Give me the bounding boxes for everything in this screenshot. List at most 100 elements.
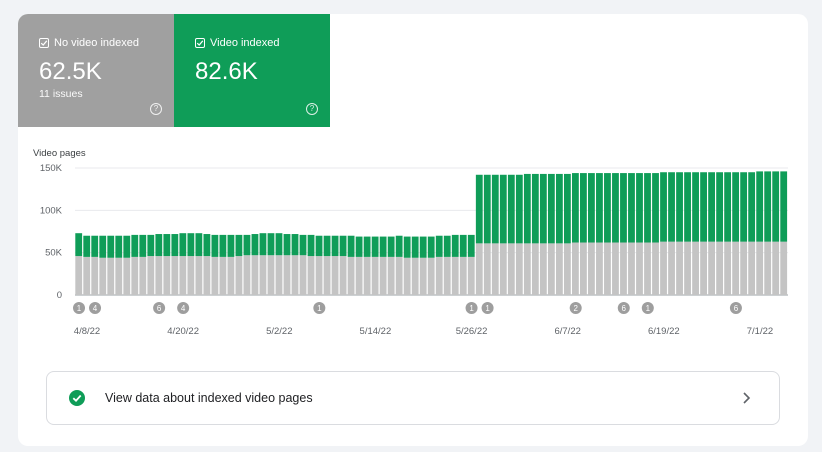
bar-video-indexed bbox=[411, 236, 419, 258]
bar-video-indexed bbox=[764, 171, 772, 242]
bar-no-video-indexed bbox=[660, 241, 667, 295]
bar-no-video-indexed bbox=[604, 242, 611, 295]
bar-no-video-indexed bbox=[580, 242, 587, 295]
bar-video-indexed bbox=[419, 236, 427, 258]
bar-video-indexed bbox=[451, 234, 459, 257]
annotation-count: 1 bbox=[317, 304, 322, 313]
bar-no-video-indexed bbox=[123, 257, 131, 295]
bar-no-video-indexed bbox=[363, 256, 371, 295]
bar-no-video-indexed bbox=[636, 242, 643, 295]
tile-no-video-indexed[interactable]: No video indexed 62.5K 11 issues ? bbox=[18, 14, 174, 127]
bar-video-indexed bbox=[588, 173, 595, 243]
bar-video-indexed bbox=[243, 234, 251, 256]
bar-no-video-indexed bbox=[411, 257, 419, 295]
bar-video-indexed bbox=[515, 174, 523, 244]
bar-no-video-indexed bbox=[748, 241, 756, 295]
bar-no-video-indexed bbox=[403, 257, 411, 295]
bar-no-video-indexed bbox=[523, 243, 531, 295]
tile-label: Video indexed bbox=[210, 37, 280, 49]
y-tick-label: 0 bbox=[57, 290, 62, 301]
annotation-count: 1 bbox=[485, 304, 490, 313]
bar-no-video-indexed bbox=[563, 243, 571, 295]
bar-no-video-indexed bbox=[139, 256, 147, 295]
view-indexed-video-pages-button[interactable]: View data about indexed video pages bbox=[46, 371, 780, 425]
bar-no-video-indexed bbox=[347, 256, 355, 295]
bar-no-video-indexed bbox=[235, 256, 243, 295]
bar-video-indexed bbox=[523, 173, 531, 244]
bar-video-indexed bbox=[75, 233, 83, 257]
annotation-count: 2 bbox=[573, 304, 578, 313]
bar-video-indexed bbox=[315, 235, 323, 257]
bar-video-indexed bbox=[475, 174, 483, 244]
bar-video-indexed bbox=[483, 174, 491, 244]
bar-video-indexed bbox=[636, 173, 643, 243]
bar-video-indexed bbox=[283, 234, 291, 256]
bar-no-video-indexed bbox=[499, 243, 507, 295]
annotation-count: 4 bbox=[181, 304, 186, 313]
bar-no-video-indexed bbox=[756, 241, 764, 295]
bar-video-indexed bbox=[331, 235, 339, 257]
bar-no-video-indexed bbox=[628, 242, 635, 295]
y-tick-label: 150K bbox=[40, 163, 63, 174]
bar-video-indexed bbox=[387, 236, 395, 257]
bar-video-indexed bbox=[547, 173, 555, 244]
bar-no-video-indexed bbox=[187, 256, 195, 295]
checkbox-checked-icon[interactable] bbox=[39, 38, 49, 48]
bar-no-video-indexed bbox=[612, 242, 619, 295]
checkbox-checked-icon[interactable] bbox=[195, 38, 205, 48]
bar-video-indexed bbox=[347, 235, 355, 257]
help-icon[interactable]: ? bbox=[306, 103, 318, 115]
bar-no-video-indexed bbox=[443, 256, 451, 295]
bar-video-indexed bbox=[211, 234, 219, 257]
tile-header: No video indexed bbox=[39, 36, 174, 50]
annotation-marker bbox=[177, 302, 190, 314]
annotation-marker bbox=[617, 302, 630, 314]
cta-label: View data about indexed video pages bbox=[105, 391, 313, 405]
bar-no-video-indexed bbox=[547, 243, 555, 295]
help-icon[interactable]: ? bbox=[150, 103, 162, 115]
bar-no-video-indexed bbox=[620, 242, 627, 295]
bar-video-indexed bbox=[531, 173, 539, 244]
bar-no-video-indexed bbox=[91, 256, 99, 295]
bar-no-video-indexed bbox=[483, 243, 491, 295]
bar-video-indexed bbox=[267, 233, 275, 256]
bar-no-video-indexed bbox=[467, 256, 475, 295]
bar-video-indexed bbox=[339, 235, 347, 257]
bar-video-indexed bbox=[395, 235, 403, 257]
bar-no-video-indexed bbox=[435, 256, 443, 295]
bar-video-indexed bbox=[491, 174, 499, 244]
bar-no-video-indexed bbox=[219, 256, 227, 295]
tile-video-indexed[interactable]: Video indexed 82.6K ? bbox=[174, 14, 330, 127]
bar-video-indexed bbox=[612, 173, 619, 243]
bar-no-video-indexed bbox=[596, 242, 603, 295]
bar-no-video-indexed bbox=[99, 257, 107, 295]
bar-video-indexed bbox=[83, 235, 91, 257]
bar-video-indexed bbox=[740, 172, 748, 242]
bar-video-indexed bbox=[195, 233, 203, 257]
bar-no-video-indexed bbox=[315, 256, 323, 295]
bar-video-indexed bbox=[91, 235, 99, 257]
x-tick-label: 5/26/22 bbox=[456, 326, 488, 337]
bar-no-video-indexed bbox=[371, 256, 379, 295]
bar-video-indexed bbox=[251, 234, 259, 256]
bar-video-indexed bbox=[700, 172, 707, 242]
bar-no-video-indexed bbox=[171, 256, 179, 295]
bar-no-video-indexed bbox=[732, 241, 740, 295]
bar-video-indexed bbox=[259, 233, 267, 256]
bar-no-video-indexed bbox=[243, 255, 251, 295]
annotation-marker bbox=[153, 302, 166, 314]
bar-no-video-indexed bbox=[323, 256, 331, 295]
x-tick-label: 6/7/22 bbox=[554, 326, 580, 337]
bar-no-video-indexed bbox=[275, 255, 283, 295]
bar-video-indexed bbox=[147, 234, 155, 257]
bar-video-indexed bbox=[427, 236, 435, 258]
tile-issues-count: 11 issues bbox=[39, 88, 83, 100]
bar-video-indexed bbox=[507, 174, 515, 244]
bar-no-video-indexed bbox=[83, 256, 91, 295]
bar-video-indexed bbox=[628, 173, 635, 243]
bar-video-indexed bbox=[539, 173, 547, 244]
bar-no-video-indexed bbox=[459, 256, 467, 295]
bar-no-video-indexed bbox=[299, 255, 307, 295]
bar-video-indexed bbox=[107, 235, 115, 258]
annotation-count: 1 bbox=[77, 304, 82, 313]
